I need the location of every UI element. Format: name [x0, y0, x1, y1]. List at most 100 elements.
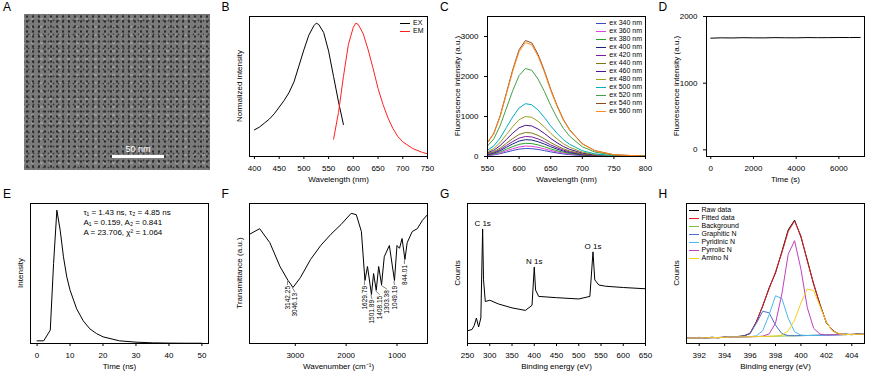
svg-text:402: 402 — [819, 351, 833, 360]
svg-text:Wavenumber (cm⁻¹): Wavenumber (cm⁻¹) — [302, 362, 373, 371]
svg-text:Time (ns): Time (ns) — [103, 362, 137, 371]
svg-text:650: 650 — [544, 164, 558, 173]
html-text:E: E — [3, 187, 11, 201]
svg-text:1049.19: 1049.19 — [390, 286, 397, 310]
html-text:50 nm: 50 nm — [125, 144, 151, 154]
svg-text:3000: 3000 — [286, 351, 304, 360]
html-text:G: G — [440, 187, 450, 201]
svg-text:20: 20 — [99, 351, 108, 360]
svg-text:0: 0 — [708, 164, 713, 173]
svg-text:2000: 2000 — [461, 72, 479, 81]
svg-text:4000: 4000 — [787, 164, 805, 173]
svg-text:2000: 2000 — [337, 351, 355, 360]
svg-text:Binding energy (eV): Binding energy (eV) — [521, 362, 592, 371]
svg-text:N 1s: N 1s — [526, 257, 542, 266]
html-text:Counts: Counts — [452, 260, 462, 286]
svg-text:1629.79: 1629.79 — [360, 286, 367, 310]
html-text:ex 420 nm: ex 420 nm — [609, 51, 642, 58]
svg-text:10: 10 — [66, 351, 75, 360]
html-text:ex 540 nm: ex 540 nm — [609, 99, 642, 106]
html-text:ex 480 nm: ex 480 nm — [609, 75, 642, 82]
svg-text:300: 300 — [483, 351, 497, 360]
html-text:ex 400 nm: ex 400 nm — [609, 43, 642, 50]
svg-text:O 1s: O 1s — [585, 242, 602, 251]
svg-text:3000: 3000 — [461, 32, 479, 41]
svg-text:1408.15: 1408.15 — [375, 295, 382, 319]
svg-text:3046.13: 3046.13 — [291, 293, 298, 317]
html-text:C: C — [440, 0, 449, 14]
html-text:ex 520 nm: ex 520 nm — [609, 91, 642, 98]
svg-text:650: 650 — [639, 351, 653, 360]
svg-text:550: 550 — [321, 164, 335, 173]
html-text:Normalized intensity: Normalized intensity — [234, 50, 243, 122]
html-text:ex 340 nm: ex 340 nm — [609, 19, 642, 26]
svg-text:450: 450 — [272, 164, 286, 173]
html-text:ex 500 nm: ex 500 nm — [609, 83, 642, 90]
svg-text:3142.25: 3142.25 — [283, 286, 290, 310]
svg-text:Binding energy (eV): Binding energy (eV) — [740, 362, 811, 371]
svg-text:400: 400 — [794, 351, 808, 360]
svg-text:700: 700 — [576, 164, 590, 173]
svg-text:600: 600 — [617, 351, 631, 360]
html-text:A₁ = 0.159, A₂ = 0.841: A₁ = 0.159, A₂ = 0.841 — [83, 218, 163, 227]
svg-text:600: 600 — [512, 164, 526, 173]
svg-text:394: 394 — [717, 351, 731, 360]
svg-text:Wavelength (nm): Wavelength (nm) — [536, 175, 597, 184]
html-text:Transmittance (a.u.): Transmittance (a.u.) — [234, 237, 243, 309]
svg-text:350: 350 — [505, 351, 519, 360]
svg-text:750: 750 — [607, 164, 621, 173]
html-text:EX: EX — [413, 19, 423, 26]
svg-text:250: 250 — [461, 351, 475, 360]
html-text:A = 23.706, χ² = 1.064: A = 23.706, χ² = 1.064 — [83, 228, 163, 237]
svg-text:0: 0 — [474, 152, 479, 161]
html-text:A: A — [3, 0, 11, 14]
svg-text:400: 400 — [528, 351, 542, 360]
html-text:Counts: Counts — [671, 260, 680, 286]
svg-text:550: 550 — [481, 164, 495, 173]
svg-text:500: 500 — [297, 164, 311, 173]
svg-text:1000: 1000 — [461, 112, 479, 121]
svg-text:400: 400 — [247, 164, 261, 173]
html-text:τ₁ = 1.43 ns, τ₂ = 4.85 ns: τ₁ = 1.43 ns, τ₂ = 4.85 ns — [83, 208, 171, 217]
svg-text:0: 0 — [35, 351, 40, 360]
svg-text:1000: 1000 — [388, 351, 406, 360]
svg-text:404: 404 — [845, 351, 859, 360]
svg-text:2000: 2000 — [744, 164, 762, 173]
svg-text:40: 40 — [164, 351, 173, 360]
html-text:F: F — [221, 187, 229, 201]
svg-text:396: 396 — [743, 351, 757, 360]
svg-text:750: 750 — [420, 164, 434, 173]
svg-text:800: 800 — [639, 164, 653, 173]
svg-text:844.01: 844.01 — [400, 265, 407, 285]
html-text:Intensity: Intensity — [15, 258, 25, 288]
html-text:EM: EM — [413, 27, 424, 34]
svg-text:450: 450 — [550, 351, 564, 360]
svg-text:0: 0 — [693, 145, 698, 154]
svg-text:650: 650 — [371, 164, 385, 173]
html-text:ex 360 nm: ex 360 nm — [609, 27, 642, 34]
svg-text:Time (s): Time (s) — [770, 175, 799, 184]
svg-text:2000: 2000 — [679, 12, 697, 21]
html-text:H: H — [658, 187, 668, 201]
html-text:Fluorescence intensity (a.u.): Fluorescence intensity (a.u.) — [452, 35, 462, 137]
svg-text:1501.89: 1501.89 — [368, 300, 375, 324]
svg-text:550: 550 — [594, 351, 608, 360]
svg-text:50: 50 — [197, 351, 206, 360]
svg-text:1000: 1000 — [679, 79, 697, 88]
svg-text:700: 700 — [396, 164, 410, 173]
svg-text:6000: 6000 — [829, 164, 847, 173]
svg-text:500: 500 — [572, 351, 586, 360]
html-text:Fluorescence intensity (a.u.): Fluorescence intensity (a.u.) — [671, 35, 680, 137]
svg-text:600: 600 — [346, 164, 360, 173]
svg-text:398: 398 — [768, 351, 782, 360]
html-text:ex 460 nm: ex 460 nm — [609, 67, 642, 74]
html-text:B: B — [221, 0, 230, 14]
html-text:ex 380 nm: ex 380 nm — [609, 35, 642, 42]
svg-text:Wavelength (nm): Wavelength (nm) — [308, 175, 369, 184]
html-text:D: D — [658, 0, 668, 14]
html-text:ex 440 nm: ex 440 nm — [609, 59, 642, 66]
svg-text:30: 30 — [132, 351, 141, 360]
svg-text:392: 392 — [692, 351, 706, 360]
svg-text:1303.38: 1303.38 — [383, 290, 390, 314]
svg-text:C 1s: C 1s — [474, 219, 490, 228]
